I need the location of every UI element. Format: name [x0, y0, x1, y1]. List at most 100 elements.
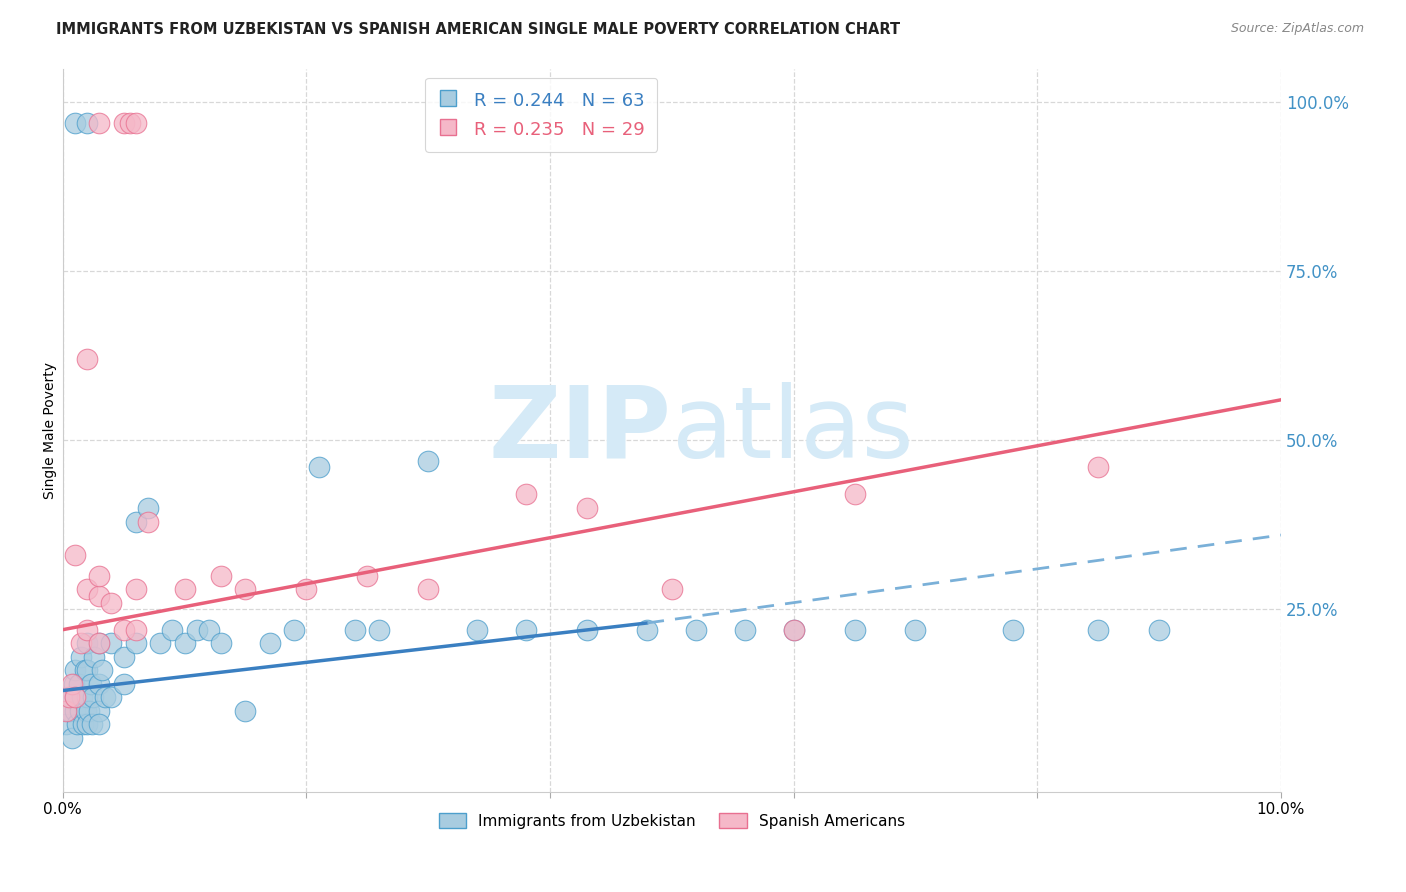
Point — [1087, 623, 1109, 637]
Point — [685, 623, 707, 637]
Point — [63, 704, 86, 718]
Point — [235, 582, 257, 596]
Point — [186, 623, 208, 637]
Point — [79, 704, 101, 718]
Point — [734, 623, 756, 637]
Point — [782, 623, 804, 637]
Text: IMMIGRANTS FROM UZBEKISTAN VS SPANISH AMERICAN SINGLE MALE POVERTY CORRELATION C: IMMIGRANTS FROM UZBEKISTAN VS SPANISH AM… — [56, 22, 900, 37]
Text: ZIP: ZIP — [489, 382, 672, 479]
Point — [283, 623, 305, 637]
Point — [94, 690, 117, 705]
Point — [125, 623, 148, 637]
Point — [80, 717, 103, 731]
Point — [72, 717, 94, 731]
Point — [76, 115, 98, 129]
Point — [136, 515, 159, 529]
Point — [125, 636, 148, 650]
Point — [89, 636, 111, 650]
Point — [58, 690, 80, 705]
Point — [89, 568, 111, 582]
Point — [235, 704, 257, 718]
Text: atlas: atlas — [672, 382, 914, 479]
Point — [76, 663, 98, 677]
Point — [100, 636, 122, 650]
Point — [112, 115, 135, 129]
Point — [209, 568, 232, 582]
Point — [62, 677, 84, 691]
Point — [575, 623, 598, 637]
Point — [76, 582, 98, 596]
Point — [112, 649, 135, 664]
Point — [465, 623, 488, 637]
Point — [75, 704, 97, 718]
Text: Source: ZipAtlas.com: Source: ZipAtlas.com — [1230, 22, 1364, 36]
Point — [149, 636, 172, 650]
Point — [515, 623, 537, 637]
Point — [1001, 623, 1024, 637]
Point — [89, 677, 111, 691]
Point — [60, 690, 83, 705]
Point — [63, 549, 86, 563]
Point — [89, 115, 111, 129]
Point — [368, 623, 391, 637]
Point — [344, 623, 367, 637]
Point — [73, 663, 96, 677]
Point — [83, 649, 105, 664]
Point — [259, 636, 281, 650]
Point — [575, 500, 598, 515]
Point — [112, 677, 135, 691]
Point — [136, 500, 159, 515]
Point — [308, 460, 330, 475]
Point — [162, 623, 184, 637]
Point — [1147, 623, 1170, 637]
Point — [76, 623, 98, 637]
Point — [62, 731, 84, 745]
Point — [173, 636, 195, 650]
Y-axis label: Single Male Poverty: Single Male Poverty — [44, 362, 58, 499]
Point — [89, 717, 111, 731]
Legend: Immigrants from Uzbekistan, Spanish Americans: Immigrants from Uzbekistan, Spanish Amer… — [433, 807, 911, 835]
Point — [76, 690, 98, 705]
Point — [89, 636, 111, 650]
Point — [70, 690, 93, 705]
Point — [844, 487, 866, 501]
Point — [782, 623, 804, 637]
Point — [70, 636, 93, 650]
Point — [515, 487, 537, 501]
Point — [63, 663, 86, 677]
Point — [636, 623, 658, 637]
Point — [356, 568, 378, 582]
Point — [100, 690, 122, 705]
Point — [66, 717, 89, 731]
Point — [63, 690, 86, 705]
Point — [112, 623, 135, 637]
Point — [55, 704, 77, 718]
Point — [76, 352, 98, 367]
Point — [844, 623, 866, 637]
Point — [90, 663, 112, 677]
Point — [125, 582, 148, 596]
Point — [198, 623, 221, 637]
Point — [69, 704, 91, 718]
Point — [418, 582, 440, 596]
Point — [58, 704, 80, 718]
Point — [76, 717, 98, 731]
Point — [63, 115, 86, 129]
Point — [63, 690, 86, 705]
Point — [100, 596, 122, 610]
Point — [661, 582, 683, 596]
Point — [89, 589, 111, 603]
Point — [418, 453, 440, 467]
Point — [125, 515, 148, 529]
Point — [82, 690, 104, 705]
Point — [76, 636, 98, 650]
Point — [70, 649, 93, 664]
Point — [125, 115, 148, 129]
Point — [209, 636, 232, 650]
Point — [904, 623, 927, 637]
Point — [118, 115, 141, 129]
Point — [67, 677, 90, 691]
Point — [55, 717, 77, 731]
Point — [80, 677, 103, 691]
Point — [62, 677, 84, 691]
